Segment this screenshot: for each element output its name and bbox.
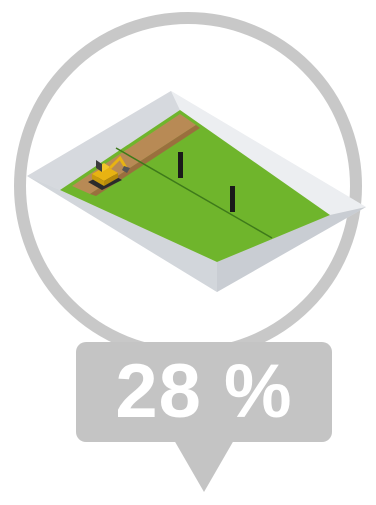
excavator-icon: [88, 155, 130, 190]
progress-percent-label: 28 %: [115, 349, 293, 434]
post-right: [230, 186, 235, 212]
pit-wall-bottom: [27, 176, 217, 292]
pit-wall-left: [27, 91, 180, 190]
center-seam-line: [115, 147, 273, 239]
post-left: [178, 152, 183, 178]
pit-wall-right: [217, 207, 366, 292]
callout-pointer: [174, 440, 234, 492]
pit-floor-grass: [60, 110, 330, 262]
progress-callout: 28 %: [76, 342, 332, 442]
survey-posts: [178, 152, 235, 212]
pit-wall-top: [171, 91, 366, 215]
